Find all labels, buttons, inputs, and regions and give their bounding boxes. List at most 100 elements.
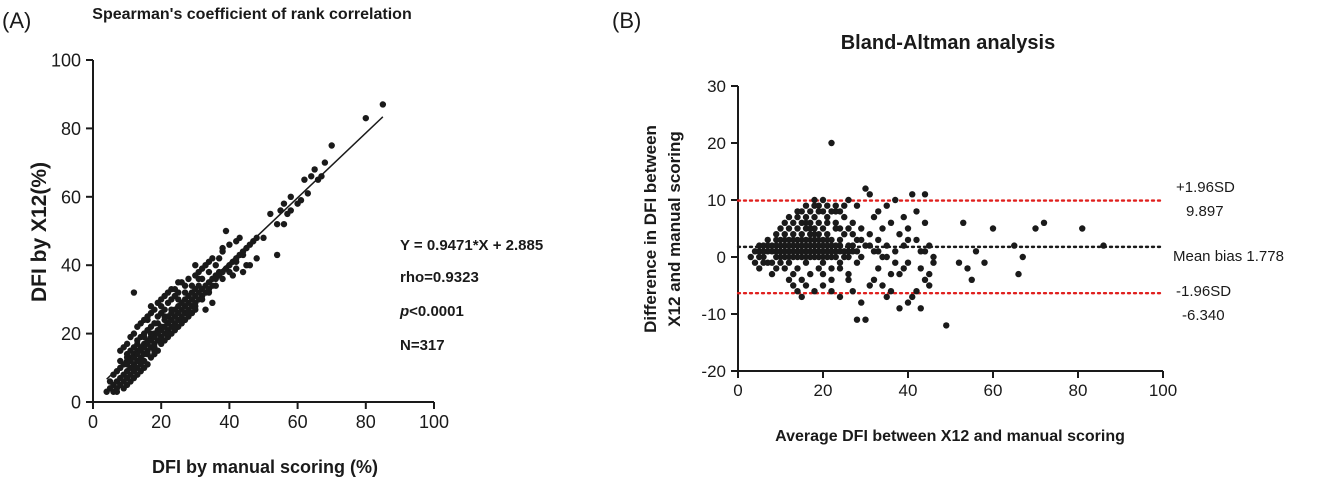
panel-b-data-point xyxy=(824,219,831,226)
panel-a-data-point xyxy=(144,350,151,358)
panel-b-data-point xyxy=(828,276,835,283)
panel-a-data-point xyxy=(239,268,247,276)
panel-b-data-point xyxy=(845,253,852,261)
panel-b-data-point xyxy=(926,242,933,249)
panel-a-data-point xyxy=(304,190,312,197)
panel-a-data-point xyxy=(144,361,151,368)
panel-b-data-point xyxy=(841,213,848,221)
panel-b-data-point xyxy=(802,219,810,226)
panel-b-data-point xyxy=(768,270,776,278)
panel-b-data-point xyxy=(849,219,856,226)
panel-b-data-point xyxy=(815,265,822,272)
panel-a-data-point xyxy=(233,265,240,272)
panel-a-data-point xyxy=(134,337,141,344)
panel-b-data-point xyxy=(781,265,788,272)
panel-b-data-point xyxy=(807,236,814,244)
panel-b-data-point xyxy=(887,219,895,226)
panel-b-data-point xyxy=(836,236,844,244)
lower-limit-label: -1.96SD xyxy=(1176,283,1231,300)
panel-a-data-point xyxy=(178,279,185,286)
panel-a-data-point xyxy=(287,193,294,200)
panel-b-data-point xyxy=(866,242,873,249)
panel-b-data-point xyxy=(849,288,856,295)
panel-b-data-point xyxy=(926,282,933,289)
panel-b-data-point xyxy=(900,213,907,221)
panel-b-data-point xyxy=(824,213,831,221)
panel-b-y-tick-label: 10 xyxy=(707,191,726,210)
panel-b-data-point xyxy=(904,259,912,266)
panel-b-data-point xyxy=(904,299,912,306)
panel-b-data-point xyxy=(819,225,827,232)
panel-a-data-point xyxy=(137,357,144,365)
panel-a-data-point xyxy=(140,333,148,341)
panel-a-data-point xyxy=(205,268,213,276)
panel-a-data-point xyxy=(318,173,325,180)
panel-b-data-point xyxy=(883,253,890,261)
panel-a-data-point xyxy=(192,262,199,269)
panel-b-data-point xyxy=(836,225,844,232)
panel-b-data-point xyxy=(917,265,924,272)
panel-a-data-point xyxy=(144,313,151,320)
panel-b-data-point xyxy=(909,293,916,301)
panel-a-data-point xyxy=(273,251,281,259)
panel-a-x-tick-label: 20 xyxy=(151,412,171,432)
panel-b-data-point xyxy=(892,248,899,255)
panel-b-y-tick-label: 20 xyxy=(707,134,726,153)
panel-a-data-point xyxy=(205,289,213,296)
panel-b-x-tick-label: 40 xyxy=(899,381,918,400)
panel-b-data-point xyxy=(845,196,852,204)
panel-b-y-tick-label: 30 xyxy=(707,77,726,96)
panel-b-data-point xyxy=(917,305,924,312)
panel-b-data-point xyxy=(773,265,780,272)
panel-b-x-tick-label: 20 xyxy=(814,381,833,400)
panel-b-data-point xyxy=(790,270,797,278)
panel-b-data-point xyxy=(781,248,788,255)
panel-b-data-point xyxy=(832,202,839,209)
panel-b-data-point xyxy=(909,191,916,198)
panel-b-data-point xyxy=(815,236,822,244)
annotation-p-value: p<0.0001 xyxy=(399,303,464,320)
panel-b-x-tick-label: 60 xyxy=(984,381,1003,400)
panel-b-y-tick-label: -10 xyxy=(701,305,726,324)
panel-b-data-point xyxy=(921,191,929,198)
panel-b-data-point xyxy=(807,270,814,278)
panel-b-data-point xyxy=(773,248,780,255)
panel-b-data-point xyxy=(815,248,822,255)
panel-b-data-point xyxy=(768,259,776,266)
panel-b-data-point xyxy=(1040,219,1048,226)
panel-a-data-point xyxy=(267,210,274,218)
panel-b-data-point xyxy=(866,282,873,289)
panel-b-data-point xyxy=(841,202,848,209)
panel-b-data-point xyxy=(794,242,801,249)
panel-b-data-point xyxy=(921,219,929,226)
panel-b-data-point xyxy=(785,253,793,261)
panel-b-x-tick-label: 80 xyxy=(1069,381,1088,400)
panel-b-data-point xyxy=(913,208,920,215)
panel-b-data-point xyxy=(802,253,810,261)
panel-b-data-point xyxy=(756,265,763,272)
panel-b-ylabel-line1: Difference in DFI between xyxy=(641,125,660,333)
panel-a-data-point xyxy=(178,316,185,324)
panel-b-y-tick-label: 0 xyxy=(717,248,726,267)
panel-a-y-tick-label: 40 xyxy=(61,256,81,276)
panel-b-data-point xyxy=(794,225,801,232)
panel-b-data-point xyxy=(764,242,771,249)
panel-b-data-point xyxy=(777,259,784,266)
panel-b-data-point xyxy=(866,231,873,238)
panel-b-data-point xyxy=(828,265,835,272)
panel-b-data-point xyxy=(807,208,814,215)
panel-b-data-point xyxy=(790,231,797,238)
panel-b-data-point xyxy=(807,225,814,232)
panel-b-data-point xyxy=(853,248,861,255)
panel-b-data-point xyxy=(824,236,831,244)
panel-a-data-point xyxy=(175,296,182,303)
panel-b-data-point xyxy=(824,202,831,209)
panel-b-data-point xyxy=(845,276,852,283)
panel-b-data-point xyxy=(811,231,818,238)
panel-b-data-point xyxy=(828,242,835,249)
panel-b-data-point xyxy=(828,139,835,147)
panel-a-data-point xyxy=(222,227,230,235)
panel-a-data-point xyxy=(253,255,260,262)
panel-b-data-point xyxy=(828,253,835,261)
panel-a-data-point xyxy=(215,255,223,262)
